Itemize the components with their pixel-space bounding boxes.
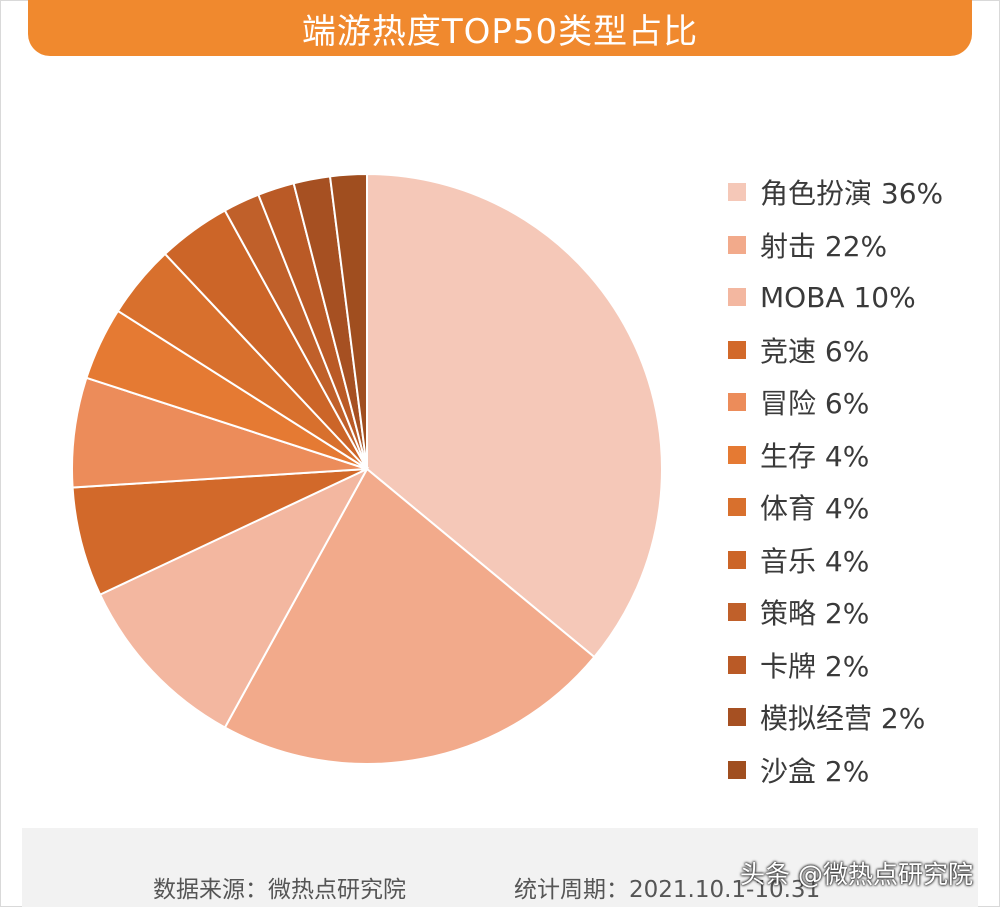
chart-title: 端游热度TOP50类型占比 <box>301 11 699 52</box>
legend-swatch <box>728 288 746 307</box>
legend-label: 竞速 6% <box>760 334 870 368</box>
footer: 数据来源：微热点研究院 统计周期：2021.10.1-10.31 <box>22 828 978 907</box>
legend-swatch <box>728 760 746 779</box>
title-banner: 端游热度TOP50类型占比 <box>28 0 972 56</box>
legend-label: 策略 2% <box>760 597 870 631</box>
legend-item: 体育 4% <box>728 481 943 534</box>
data-source-text: 数据来源：微热点研究院 <box>153 877 406 903</box>
legend-label: 模拟经营 2% <box>760 702 926 736</box>
legend-label: 生存 4% <box>760 439 870 473</box>
legend-swatch <box>728 498 746 517</box>
legend-swatch <box>728 550 746 569</box>
watermark: 头条 @微热点研究院 <box>740 860 973 889</box>
legend-item: 冒险 6% <box>728 376 943 429</box>
legend: 角色扮演 36% 射击 22% MOBA 10% 竞速 6% 冒险 6% 生存 4% 体育 … <box>728 166 943 796</box>
pie-slice-2 <box>223 467 596 765</box>
legend-label: 射击 22% <box>760 229 888 263</box>
pie-slice-3 <box>98 466 370 729</box>
legend-swatch <box>728 445 746 464</box>
legend-swatch <box>728 708 746 727</box>
legend-swatch <box>728 603 746 622</box>
legend-label: 卡牌 2% <box>760 649 870 683</box>
legend-label: 音乐 4% <box>760 544 870 578</box>
legend-label: MOBA 10% <box>760 280 916 314</box>
legend-swatch <box>728 340 746 359</box>
legend-item: 射击 22% <box>728 219 943 272</box>
legend-item: 卡牌 2% <box>728 639 943 692</box>
pie-chart <box>71 172 663 765</box>
legend-swatch <box>728 183 746 202</box>
pie-slice-12 <box>328 172 368 470</box>
legend-item: 生存 4% <box>728 429 943 482</box>
legend-item: 沙盒 2% <box>728 744 943 797</box>
legend-item: 音乐 4% <box>728 534 943 587</box>
legend-swatch <box>728 393 746 412</box>
legend-label: 角色扮演 36% <box>760 177 944 211</box>
legend-label: 体育 4% <box>760 492 870 526</box>
legend-label: 沙盒 2% <box>760 754 870 788</box>
legend-item: 策略 2% <box>728 586 943 639</box>
legend-swatch <box>728 655 746 674</box>
stat-period-text: 统计周期：2021.10.1-10.31 <box>514 877 821 903</box>
pie-slice-1 <box>366 172 663 659</box>
legend-item: MOBA 10% <box>728 271 943 324</box>
legend-item: 角色扮演 36% <box>728 166 943 219</box>
legend-swatch <box>728 235 746 254</box>
legend-label: 冒险 6% <box>760 387 870 421</box>
legend-item: 竞速 6% <box>728 324 943 377</box>
legend-item: 模拟经营 2% <box>728 691 943 744</box>
